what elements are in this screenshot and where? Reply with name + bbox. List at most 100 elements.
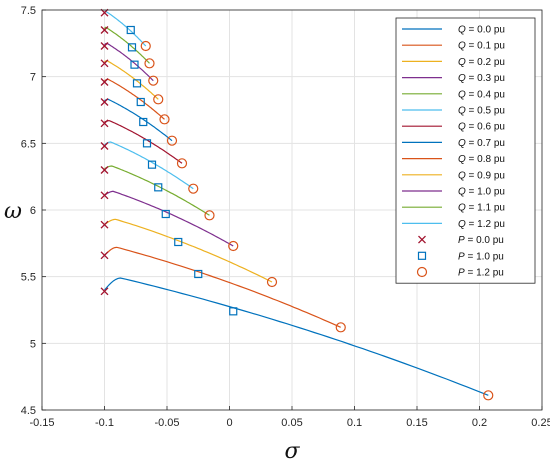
x-tick-label: -0.05 <box>154 417 179 429</box>
marker-x <box>100 78 109 86</box>
legend-marker <box>418 235 426 244</box>
y-tick-label: 7 <box>30 72 36 84</box>
marker-x <box>100 191 109 200</box>
legend-variable: P <box>458 251 465 262</box>
legend-label: Q = 0.3 pu <box>458 73 505 84</box>
marker-circle <box>335 322 346 333</box>
legend-variable: Q <box>458 57 466 68</box>
legend-value: = 0.9 pu <box>466 170 505 181</box>
marker-circle <box>204 210 215 221</box>
legend-label: Q = 0.0 pu <box>458 25 505 36</box>
marker-x <box>100 251 109 260</box>
y-tick-label: 5.5 <box>21 272 36 284</box>
series-line-q5 <box>104 141 194 190</box>
legend-label: P = 1.2 pu <box>458 268 504 279</box>
series-line-q7 <box>104 98 173 142</box>
legend-variable: Q <box>458 122 466 133</box>
legend-label: Q = 0.4 pu <box>458 89 505 100</box>
series-line-q11 <box>104 26 150 64</box>
marker-circle <box>188 183 199 194</box>
marker-layer <box>100 8 494 401</box>
legend-value: = 0.6 pu <box>466 122 505 133</box>
marker-square <box>147 160 157 169</box>
legend-label: Q = 1.1 pu <box>458 203 505 214</box>
series-line-q2 <box>104 218 273 283</box>
marker-x <box>100 26 109 34</box>
series-layer <box>104 10 489 396</box>
legend-value: = 0.4 pu <box>466 89 505 100</box>
legend-value: = 0.0 pu <box>466 25 505 36</box>
x-tick-label: 0.2 <box>472 417 487 429</box>
x-tick-label: 0.25 <box>531 417 550 429</box>
legend-value: = 0.0 pu <box>465 235 504 246</box>
marker-square <box>229 307 238 316</box>
marker-circle <box>159 114 170 125</box>
legend-variable: Q <box>458 89 466 100</box>
legend-label: P = 0.0 pu <box>458 235 504 246</box>
marker-circle <box>144 58 155 69</box>
series-line-q8 <box>104 78 165 120</box>
legend-variable: Q <box>458 106 466 117</box>
legend-value: = 0.1 pu <box>466 41 505 52</box>
marker-x <box>100 287 109 296</box>
tick-labels: -0.15 -0.1 -0.05 0 0.05 0.1 0.15 0.2 0.25 4.5 5 5.5… <box>21 5 550 429</box>
series-line-q12 <box>104 10 147 47</box>
marker-square <box>132 79 142 88</box>
marker-square <box>127 43 137 52</box>
marker-x <box>100 42 109 50</box>
y-tick-label: 5 <box>30 338 36 350</box>
marker-square <box>154 183 163 192</box>
legend-label: Q = 0.8 pu <box>458 154 505 165</box>
legend-variable: Q <box>458 73 466 84</box>
legend-label: Q = 0.9 pu <box>458 170 505 181</box>
legend-value: = 1.2 pu <box>465 268 504 279</box>
legend-label: Q = 0.7 pu <box>458 138 505 149</box>
legend-marker <box>416 266 428 278</box>
marker-x <box>100 119 109 128</box>
legend-value: = 0.7 pu <box>466 138 505 149</box>
marker-circle <box>483 390 494 401</box>
legend-value: = 0.2 pu <box>466 57 505 68</box>
series-line-q1 <box>104 246 341 328</box>
marker-circle <box>166 135 178 146</box>
marker-circle <box>153 94 164 105</box>
y-tick-label: 6.5 <box>21 138 36 150</box>
series-line-q10 <box>104 42 154 82</box>
x-tick-label: -0.15 <box>29 417 54 429</box>
legend-value: = 1.2 pu <box>466 219 505 230</box>
legend-variable: P <box>458 268 465 279</box>
legend-label: Q = 0.2 pu <box>458 57 505 68</box>
marker-square <box>130 60 139 69</box>
marker-circle <box>228 240 239 252</box>
marker-square <box>161 209 170 219</box>
legend-variable: P <box>458 235 465 246</box>
legend-box <box>395 17 536 284</box>
marker-square <box>139 117 148 127</box>
legend-value: = 1.0 pu <box>465 251 504 262</box>
marker-x <box>100 220 109 229</box>
marker-square <box>136 97 145 107</box>
series-line-q3 <box>104 190 234 247</box>
legend-variable: Q <box>458 187 466 198</box>
series-line-q9 <box>104 60 159 100</box>
series-line-q4 <box>104 165 210 216</box>
marker-square <box>142 139 152 148</box>
legend-value: = 0.8 pu <box>466 154 505 165</box>
marker-x <box>100 142 109 150</box>
marker-x <box>100 59 109 68</box>
x-tick-label: 0.05 <box>281 417 302 429</box>
y-tick-label: 6 <box>30 205 36 217</box>
legend-label: Q = 1.2 pu <box>458 219 505 230</box>
y-tick-label: 4.5 <box>21 405 36 417</box>
series-line-q6 <box>104 120 183 164</box>
x-tick-label: 0.1 <box>347 417 362 429</box>
marker-circle <box>176 158 188 169</box>
y-tick-label: 7.5 <box>21 5 36 17</box>
legend: Q = 0.0 puQ = 0.1 puQ = 0.2 puQ = 0.3 pu… <box>395 17 536 284</box>
legend-variable: Q <box>458 25 466 36</box>
marker-circle <box>148 75 159 86</box>
legend-value: = 1.0 pu <box>466 187 505 198</box>
legend-value: = 1.1 pu <box>466 203 505 214</box>
legend-value: = 0.5 pu <box>466 106 505 117</box>
